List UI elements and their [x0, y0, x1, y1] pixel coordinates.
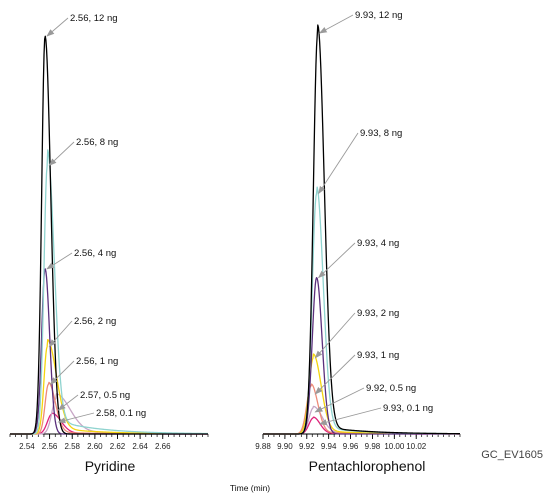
- peak-annotation: 2.56, 8 ng: [76, 137, 118, 148]
- peak-annotation: 9.93, 4 ng: [357, 238, 399, 249]
- chart-panel-0: 2.54 2.56 2.58 2.60 2.62 2.64 2.66 2.56, 12 ng 2…: [9, 13, 209, 474]
- x-tick-label: 9.90: [277, 442, 293, 451]
- peak-annotation: 2.56, 1 ng: [76, 356, 118, 367]
- peak-annotation: 2.58, 0.1 ng: [96, 408, 146, 419]
- peak-annotation: 9.93, 0.1 ng: [383, 403, 433, 414]
- series-line-3: [262, 353, 461, 435]
- peak-annotation: 9.93, 1 ng: [357, 350, 399, 361]
- annotation-arrow: [314, 312, 356, 359]
- annotation-arrow: [318, 407, 382, 426]
- x-tick-label: 2.62: [110, 442, 126, 451]
- annotation-arrow: [46, 17, 69, 37]
- x-tick-label: 2.60: [87, 442, 103, 451]
- x-tick-label: 2.64: [132, 442, 148, 451]
- annotation-arrow: [314, 387, 365, 413]
- annotation-arrow: [317, 242, 356, 279]
- annotation-arrow: [318, 14, 354, 34]
- x-tick-label: 9.94: [321, 442, 337, 451]
- chart-title: Pentachlorophenol: [309, 458, 426, 474]
- x-tick-label: 9.96: [343, 442, 359, 451]
- x-tick-label: 2.58: [64, 442, 80, 451]
- chart-title: Pyridine: [85, 458, 136, 474]
- series-line-0: [262, 24, 461, 435]
- x-tick-label: 10.02: [406, 442, 427, 451]
- x-axis-label: Time (min): [230, 483, 270, 493]
- peak-annotation: 2.56, 4 ng: [74, 248, 116, 259]
- peak-annotation: 2.56, 12 ng: [70, 13, 118, 24]
- x-tick-label: 9.92: [299, 442, 315, 451]
- peak-annotation: 9.93, 12 ng: [355, 10, 403, 21]
- annotation-arrow: [48, 141, 75, 167]
- x-tick-label: 2.66: [155, 442, 171, 451]
- annotation-arrow: [57, 412, 95, 424]
- annotation-arrow: [48, 320, 73, 348]
- peak-annotation: 2.57, 0.5 ng: [80, 390, 130, 401]
- peak-annotation: 9.92, 0.5 ng: [366, 383, 416, 394]
- chart-panel-1: 9.88 9.90 9.92 9.94 9.96 9.98 10.00 10.02 9.93, …: [255, 10, 461, 474]
- x-tick-label: 2.56: [42, 442, 58, 451]
- annotation-arrow: [49, 360, 75, 385]
- annotation-arrow: [314, 354, 356, 395]
- x-tick-label: 9.88: [255, 442, 271, 451]
- x-tick-label: 10.00: [384, 442, 405, 451]
- peak-annotation: 9.93, 8 ng: [360, 128, 402, 139]
- x-tick-label: 2.54: [19, 442, 35, 451]
- annotation-arrow: [318, 132, 359, 195]
- x-tick-label: 9.98: [365, 442, 381, 451]
- peak-annotation: 9.93, 2 ng: [357, 308, 399, 319]
- series-line-0: [9, 35, 209, 435]
- annotation-arrow: [57, 394, 79, 411]
- peak-annotation: 2.56, 2 ng: [74, 316, 116, 327]
- figure-code: GC_EV1605: [481, 449, 543, 461]
- annotation-arrow: [46, 252, 73, 270]
- series-line-1: [9, 149, 209, 435]
